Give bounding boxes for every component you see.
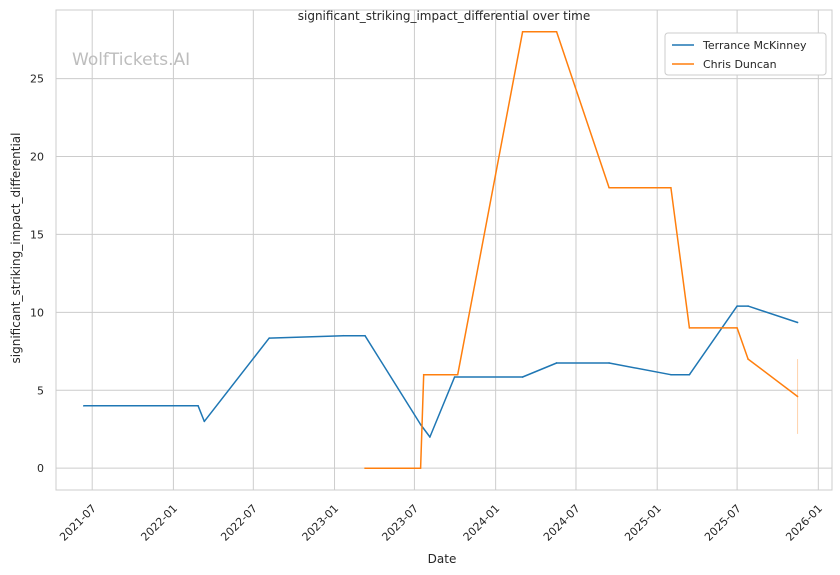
legend-label-chris-duncan: Chris Duncan	[703, 58, 777, 71]
x-tick-labels: 2021-07 2022-01 2022-07 2023-01 2023-07 2024-…	[57, 502, 825, 544]
y-tick-labels: 0 5 10 15 20 25	[30, 73, 44, 476]
data-point-terrance-mckinney	[197, 405, 199, 407]
data-point-terrance-mckinney	[736, 305, 738, 307]
data-point-terrance-mckinney	[555, 362, 558, 364]
y-tick-label: 5	[37, 384, 44, 397]
data-point-chris-duncan	[736, 327, 738, 329]
y-tick-label: 10	[30, 306, 44, 319]
data-point-chris-duncan	[608, 186, 610, 189]
y-axis-label: significant_striking_impact_differential	[9, 133, 23, 364]
legend-box	[664, 32, 827, 76]
data-point-chris-duncan	[364, 467, 366, 469]
data-point-chris-duncan	[688, 327, 691, 329]
data-point-chris-duncan	[521, 31, 524, 33]
data-point-terrance-mckinney	[419, 423, 422, 426]
data-point-chris-duncan	[747, 358, 749, 360]
legend: Terrance McKinney Chris Duncan	[664, 32, 827, 76]
data-point-terrance-mckinney	[453, 376, 456, 378]
x-tick-label: 2023-01	[300, 502, 342, 544]
data-point-terrance-mckinney	[670, 373, 672, 376]
x-tick-label: 2025-01	[622, 502, 664, 544]
series-group	[83, 31, 799, 469]
data-point-terrance-mckinney	[342, 334, 345, 337]
plot-area	[55, 9, 833, 491]
chart-title: significant_striking_impact_differential…	[298, 9, 590, 23]
data-point-terrance-mckinney	[429, 436, 431, 438]
data-point-chris-duncan	[456, 373, 459, 376]
data-point-terrance-mckinney	[747, 305, 749, 307]
data-point-terrance-mckinney	[608, 362, 610, 364]
data-point-terrance-mckinney	[364, 334, 366, 337]
data-point-terrance-mckinney	[796, 321, 799, 324]
data-point-terrance-mckinney	[688, 373, 691, 376]
data-point-chris-duncan	[422, 373, 425, 376]
x-tick-label: 2024-01	[461, 502, 503, 544]
x-tick-label: 2026-01	[783, 502, 825, 544]
legend-label-terrance-mckinney: Terrance McKinney	[702, 39, 807, 52]
x-tick-label: 2021-07	[57, 502, 99, 544]
data-point-terrance-mckinney	[203, 420, 206, 423]
y-tick-label: 25	[30, 73, 44, 86]
data-point-chris-duncan	[555, 31, 558, 33]
data-point-chris-duncan	[670, 186, 672, 189]
y-tick-label: 20	[30, 150, 44, 163]
y-tick-label: 0	[37, 462, 44, 475]
grid	[56, 10, 832, 490]
data-point-terrance-mckinney	[521, 376, 524, 378]
y-tick-label: 15	[30, 228, 44, 241]
x-tick-label: 2022-01	[138, 502, 180, 544]
series-line-chris-duncan	[365, 31, 799, 469]
x-axis-label: Date	[428, 552, 457, 566]
data-point-chris-duncan	[419, 467, 422, 469]
data-point-terrance-mckinney	[268, 337, 271, 339]
x-tick-label: 2025-07	[702, 502, 744, 544]
x-tick-label: 2023-07	[379, 502, 421, 544]
x-tick-label: 2024-07	[541, 502, 583, 544]
data-point-terrance-mckinney	[83, 405, 85, 407]
data-point-chris-duncan	[796, 395, 799, 398]
x-tick-label: 2022-07	[218, 502, 260, 544]
watermark: WolfTickets.AI	[72, 50, 190, 70]
